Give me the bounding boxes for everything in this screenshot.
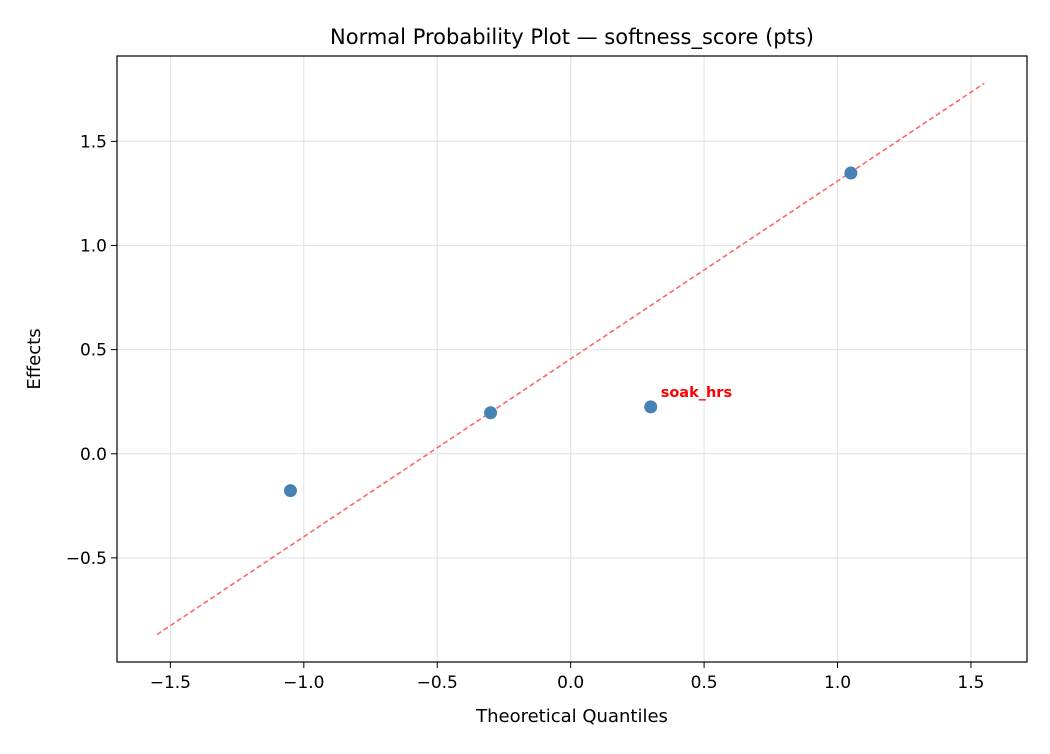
y-tick-label: −0.5 [66, 549, 107, 569]
x-tick-label: 1.5 [957, 673, 984, 693]
ticks: −1.5 −1.0 −0.5 0.0 0.5 1.0 1.5 −0.5 0.0 0.5 1.0 1.5 [66, 132, 985, 693]
y-tick-label: 1.5 [80, 132, 107, 152]
x-tick-label: 0.0 [557, 673, 584, 693]
chart-title: Normal Probability Plot — softness_score… [330, 25, 814, 50]
x-axis-label: Theoretical Quantiles [475, 706, 668, 727]
data-point [283, 484, 297, 498]
y-tick-label: 0.5 [80, 341, 107, 361]
data-point [484, 406, 498, 420]
y-axis-label: Effects [24, 328, 45, 389]
x-tick-label: −1.5 [150, 673, 191, 693]
y-tick-label: 0.0 [80, 445, 107, 465]
grid [117, 56, 1027, 662]
data-point [844, 166, 858, 180]
points-group: soak_hrs [283, 166, 858, 498]
plot-frame [116, 55, 1028, 663]
x-tick-label: 0.5 [691, 673, 718, 693]
x-tick-label: −0.5 [417, 673, 458, 693]
data-point [644, 400, 658, 414]
point-annotation: soak_hrs [661, 385, 732, 401]
x-tick-label: 1.0 [824, 673, 851, 693]
x-tick-label: −1.0 [283, 673, 324, 693]
y-tick-label: 1.0 [80, 237, 107, 257]
